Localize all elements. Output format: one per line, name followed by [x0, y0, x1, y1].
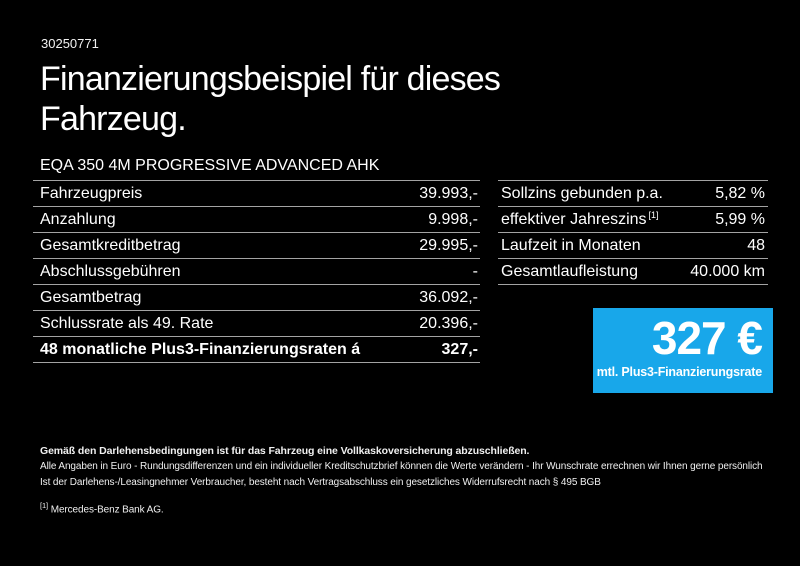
disclaimer-line-3: Ist der Darlehens-/Leasingnehmer Verbrau… [40, 477, 601, 488]
row-value: 20.396,- [419, 315, 478, 332]
footnote: [1] Mercedes-Benz Bank AG. [40, 498, 798, 518]
table-row: Anzahlung 9.998,- [33, 206, 480, 232]
disclaimer: Gemäß den Darlehensbedingungen ist für d… [40, 443, 798, 518]
finance-table: EQA 350 4M PROGRESSIVE ADVANCED AHK Fahr… [33, 150, 480, 363]
row-label: Sollzins gebunden p.a. [501, 185, 663, 202]
row-label: Gesamtlaufleistung [501, 263, 638, 280]
monthly-rate-caption: mtl. Plus3-Finanzierungsrate [596, 365, 762, 379]
row-label-text: effektiver Jahreszins [501, 211, 647, 228]
table-row: Gesamtkreditbetrag 29.995,- [33, 232, 480, 258]
disclaimer-line-2: Alle Angaben in Euro - Rundungsdifferenz… [40, 461, 763, 472]
row-value: 5,82 % [715, 185, 765, 202]
finance-table-rows: Fahrzeugpreis 39.993,- Anzahlung 9.998,-… [33, 180, 480, 363]
row-label: Schlussrate als 49. Rate [40, 315, 214, 332]
row-label: Laufzeit in Monaten [501, 237, 641, 254]
row-value: 9.998,- [428, 211, 478, 228]
page-title: Finanzierungsbeispiel für dieses Fahrzeug… [40, 59, 501, 139]
row-label: Anzahlung [40, 211, 116, 228]
table-row: effektiver Jahreszins [1] 5,99 % [498, 206, 768, 232]
table-row: Gesamtlaufleistung 40.000 km [498, 258, 768, 284]
row-label: Gesamtkreditbetrag [40, 237, 181, 254]
row-value: 40.000 km [690, 263, 765, 280]
monthly-rate-box: 327 € mtl. Plus3-Finanzierungsrate [593, 308, 773, 393]
row-value: 36.092,- [419, 289, 478, 306]
table-row: Fahrzeugpreis 39.993,- [33, 180, 480, 206]
row-value: 29.995,- [419, 237, 478, 254]
row-label: Gesamtbetrag [40, 289, 142, 306]
row-label: 48 monatliche Plus3-Finanzierungsraten á [40, 341, 361, 358]
footnote-marker: [1] [40, 501, 49, 510]
footnote-text: Mercedes-Benz Bank AG. [50, 504, 164, 516]
table-row-monthly-rate: 48 monatliche Plus3-Finanzierungsraten á… [33, 336, 480, 362]
row-value: 5,99 % [715, 211, 765, 228]
footnote-reference: [1] [648, 209, 659, 220]
table-row: Laufzeit in Monaten 48 [498, 232, 768, 258]
row-label: Abschlussgebühren [40, 263, 181, 280]
row-value: 39.993,- [419, 185, 478, 202]
page-title-line-1: Finanzierungsbeispiel für dieses [40, 60, 501, 98]
row-label: Fahrzeugpreis [40, 185, 143, 202]
table-row: Abschlussgebühren - [33, 258, 480, 284]
table-row: Schlussrate als 49. Rate 20.396,- [33, 310, 480, 336]
vehicle-model: EQA 350 4M PROGRESSIVE ADVANCED AHK [40, 157, 380, 174]
row-value: - [472, 263, 478, 280]
table-row: Gesamtbetrag 36.092,- [33, 284, 480, 310]
table-row: Sollzins gebunden p.a. 5,82 % [498, 180, 768, 206]
row-label: effektiver Jahreszins [1] [501, 207, 659, 232]
row-value: 327,- [441, 341, 478, 358]
page-title-line-2: Fahrzeug. [40, 100, 187, 138]
conditions-table: Sollzins gebunden p.a. 5,82 % effektiver… [498, 180, 768, 285]
conditions-table-rows: Sollzins gebunden p.a. 5,82 % effektiver… [498, 180, 768, 285]
monthly-rate-amount: 327 € [651, 312, 763, 364]
disclaimer-line-1: Gemäß den Darlehensbedingungen ist für d… [40, 445, 530, 457]
row-value: 48 [747, 237, 765, 254]
document-number: 30250771 [41, 36, 99, 51]
